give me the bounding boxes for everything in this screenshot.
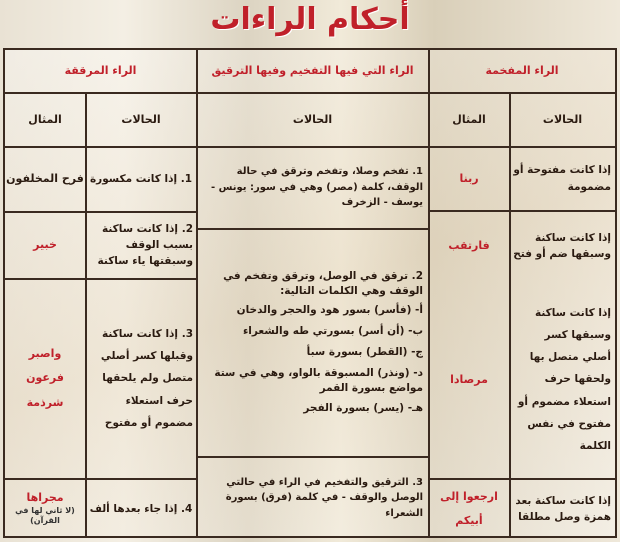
example-cell: مجراها (لا ثاني لها في القرآن) bbox=[5, 479, 85, 539]
column-header-example: المثال bbox=[28, 112, 62, 126]
case-cell: إذا كانت مفتوحة أو مضمومة bbox=[513, 164, 611, 193]
divider bbox=[196, 456, 428, 458]
example-cell: ارجعوا إلى أبيكم bbox=[440, 489, 498, 527]
case-cell: 3. إذا كانت ساكنة وقبلها كسر أصلي متصل و… bbox=[100, 328, 193, 429]
example-cell: ربنا bbox=[459, 171, 479, 185]
column-header-cases: الحالات bbox=[292, 112, 333, 126]
example-word: واصبر bbox=[28, 347, 62, 361]
example-word: مجراها bbox=[26, 491, 64, 505]
case-cell: 2. ترقق في الوصل، وترقق وتفخم في الوقف و… bbox=[201, 229, 423, 456]
column-header-cases: الحالات bbox=[542, 112, 583, 126]
example-cell: فرح المخلفون bbox=[6, 172, 84, 186]
page-title: أحكام الراءات bbox=[210, 2, 410, 37]
divider bbox=[5, 211, 196, 213]
divider bbox=[5, 146, 615, 148]
case-item: ج- (القطر) بسورة سبأ bbox=[306, 346, 423, 358]
case-cell: 4. إذا جاء بعدها ألف bbox=[89, 502, 193, 515]
divider bbox=[196, 228, 428, 230]
case-item: د- (ونذر) المسبوقة بالواو، وهي في ستة مو… bbox=[214, 367, 423, 395]
divider bbox=[428, 478, 615, 480]
example-cell: خبير bbox=[33, 238, 57, 252]
column-header-example: المثال bbox=[452, 112, 486, 126]
case-cell: إذا كانت ساكنة بعد همزة وصل مطلقا bbox=[515, 494, 611, 523]
case-item: أ- (فأسر) بسور هود والحجر والدخان bbox=[236, 303, 423, 316]
example-cell: فارتقب bbox=[448, 239, 490, 253]
divider bbox=[5, 478, 196, 480]
example-cell: واصبر فرعون شرذمة bbox=[5, 279, 85, 478]
group-header-both: الراء التي فيها التفخيم وفيها الترقيق bbox=[211, 64, 414, 78]
divider bbox=[428, 50, 430, 536]
case-cell: 1. تفخم وصلا، وتفخم وترقق في حالة الوقف،… bbox=[210, 166, 423, 209]
divider bbox=[5, 92, 615, 94]
divider bbox=[5, 278, 196, 280]
case-item: ب- (أن أسر) بسورتي طه والشعراء bbox=[242, 324, 423, 337]
divider bbox=[428, 210, 615, 212]
divider bbox=[196, 50, 198, 536]
divider bbox=[509, 92, 511, 536]
example-note: (لا ثاني لها في القرآن) bbox=[15, 505, 75, 526]
case-cell: إذا كانت ساكنة وسبقها ضم أو فتح bbox=[513, 231, 611, 260]
example-word: شرذمة bbox=[26, 395, 64, 409]
rules-table: الراء المفخمة الراء التي فيها التفخيم وف… bbox=[3, 48, 617, 538]
column-header-cases: الحالات bbox=[121, 112, 161, 126]
case-item: هـ- (يسر) بسورة الفجر bbox=[303, 401, 423, 414]
case-cell: 1. إذا كانت مكسورة bbox=[89, 172, 193, 185]
case-cell: إذا كانت ساكنة وسبقها كسر أصلي متصل بها … bbox=[517, 307, 611, 452]
case-cell: 3. الترقيق والتفخيم في الراء في حالتي ال… bbox=[225, 476, 423, 519]
group-header-muraqqaqa: الراء المرققة bbox=[64, 64, 137, 78]
group-header-mufakhkhama: الراء المفخمة bbox=[485, 64, 559, 78]
case-intro: 2. ترقق في الوصل، وترقق وتفخم في الوقف و… bbox=[223, 270, 423, 298]
divider bbox=[85, 92, 87, 536]
case-cell: 2. إذا كانت ساكنة بسبب الوقف وسبقتها ياء… bbox=[97, 222, 193, 268]
example-cell: مرصادا bbox=[450, 372, 488, 386]
example-word: فرعون bbox=[26, 371, 64, 385]
